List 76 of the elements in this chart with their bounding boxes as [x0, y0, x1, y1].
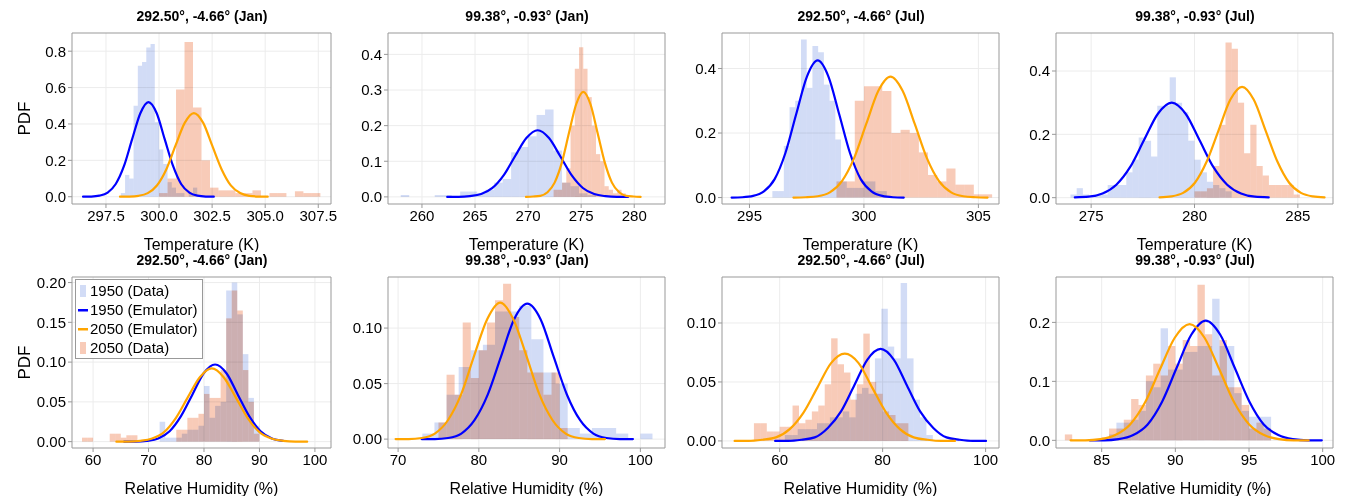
chart-title: 99.38°, -0.93° (Jul)	[1134, 8, 1256, 26]
y-tick-label: 0.00	[352, 430, 382, 448]
y-tick-label: 0.05	[36, 393, 66, 411]
y-tick-label: 0.3	[361, 81, 382, 99]
x-tick-label: 70	[140, 450, 157, 468]
x-tick-label: 265	[462, 206, 488, 224]
y-tick-label: 0.2	[1029, 125, 1050, 143]
chart-title: 99.38°, -0.93° (Jan)	[464, 252, 590, 270]
y-tick-label: 0.1	[1029, 372, 1050, 390]
x-tick-label: 297.5	[87, 206, 125, 224]
y-tick-label: 0.4	[45, 115, 66, 133]
y-tick-label: 0.8	[45, 42, 66, 60]
x-tick-label: 270	[515, 206, 541, 224]
x-tick-label: 60	[771, 450, 789, 468]
y-tick-label: 0.10	[686, 314, 716, 332]
x-tick-label: 305	[965, 206, 991, 224]
legend-label: 1950 (Data)	[90, 281, 170, 300]
y-tick-label: 0.4	[1029, 62, 1050, 80]
x-tick-label: 100	[627, 450, 653, 468]
legend-label: 2050 (Data)	[90, 338, 170, 357]
x-tick-label: 305.0	[246, 206, 284, 224]
y-tick-label: 0.2	[1029, 313, 1050, 331]
y-tick-label: 0.00	[686, 432, 716, 450]
x-tick-label: 100	[302, 450, 328, 468]
x-tick-label: 295	[736, 206, 762, 224]
legend-label: 2050 (Emulator)	[90, 319, 198, 338]
x-tick-label: 95	[1240, 450, 1258, 468]
y-tick-label: 0.0	[1029, 431, 1050, 449]
y-tick-label: 0.0	[45, 188, 66, 206]
y-tick-label: 0.00	[36, 432, 66, 450]
x-tick-label: 300.0	[140, 206, 178, 224]
x-tick-label: 85	[1093, 450, 1111, 468]
x-tick-label: 260	[409, 206, 435, 224]
x-tick-label: 302.5	[193, 206, 231, 224]
y-tick-label: 0.2	[695, 124, 716, 142]
chart-title: 292.50°, -4.66° (Jan)	[135, 252, 269, 270]
y-tick-label: 0.10	[36, 353, 66, 371]
x-tick-label: 300	[851, 206, 877, 224]
x-tick-label: 90	[1167, 450, 1184, 468]
y-tick-label: 0.15	[36, 313, 66, 331]
x-tick-label: 307.5	[299, 206, 338, 224]
chart-title: 99.38°, -0.93° (Jul)	[1134, 252, 1256, 270]
y-tick-label: 0.0	[695, 188, 716, 206]
y-tick-label: 0.6	[45, 78, 66, 96]
chart-title: 292.50°, -4.66° (Jul)	[796, 8, 926, 26]
legend-label: 1950 (Emulator)	[90, 300, 198, 319]
x-tick-label: 70	[389, 450, 407, 468]
x-tick-label: 100	[973, 450, 999, 468]
y-tick-label: 0.05	[686, 373, 716, 391]
y-tick-label: 0.1	[361, 152, 382, 170]
x-tick-label: 90	[251, 450, 268, 468]
y-tick-label: 0.0	[1029, 188, 1050, 206]
x-tick-label: 280	[621, 206, 647, 224]
x-tick-label: 90	[551, 450, 568, 468]
y-tick-label: 0.20	[36, 273, 66, 291]
y-tick-label: 0.4	[361, 45, 382, 63]
chart-title: 292.50°, -4.66° (Jan)	[135, 8, 269, 26]
y-tick-label: 0.2	[45, 151, 66, 169]
x-tick-label: 285	[1285, 206, 1311, 224]
x-tick-label: 80	[470, 450, 488, 468]
x-tick-label: 275	[568, 206, 594, 224]
x-tick-label: 80	[195, 450, 213, 468]
y-tick-label: 0.05	[352, 374, 382, 392]
x-tick-label: 275	[1078, 206, 1104, 224]
x-tick-label: 80	[874, 450, 891, 468]
y-tick-label: 0.10	[352, 319, 382, 337]
chart-title: 292.50°, -4.66° (Jul)	[796, 252, 926, 270]
x-tick-label: 280	[1181, 206, 1208, 224]
y-tick-label: 0.0	[361, 188, 382, 206]
x-tick-label: 60	[84, 450, 102, 468]
y-axis-title: PDF	[15, 345, 35, 380]
y-axis-title: PDF	[15, 101, 35, 136]
y-tick-label: 0.4	[695, 59, 716, 77]
y-tick-label: 0.2	[361, 116, 382, 134]
chart-title: 99.38°, -0.93° (Jan)	[464, 8, 590, 26]
x-tick-label: 100	[1310, 450, 1336, 468]
